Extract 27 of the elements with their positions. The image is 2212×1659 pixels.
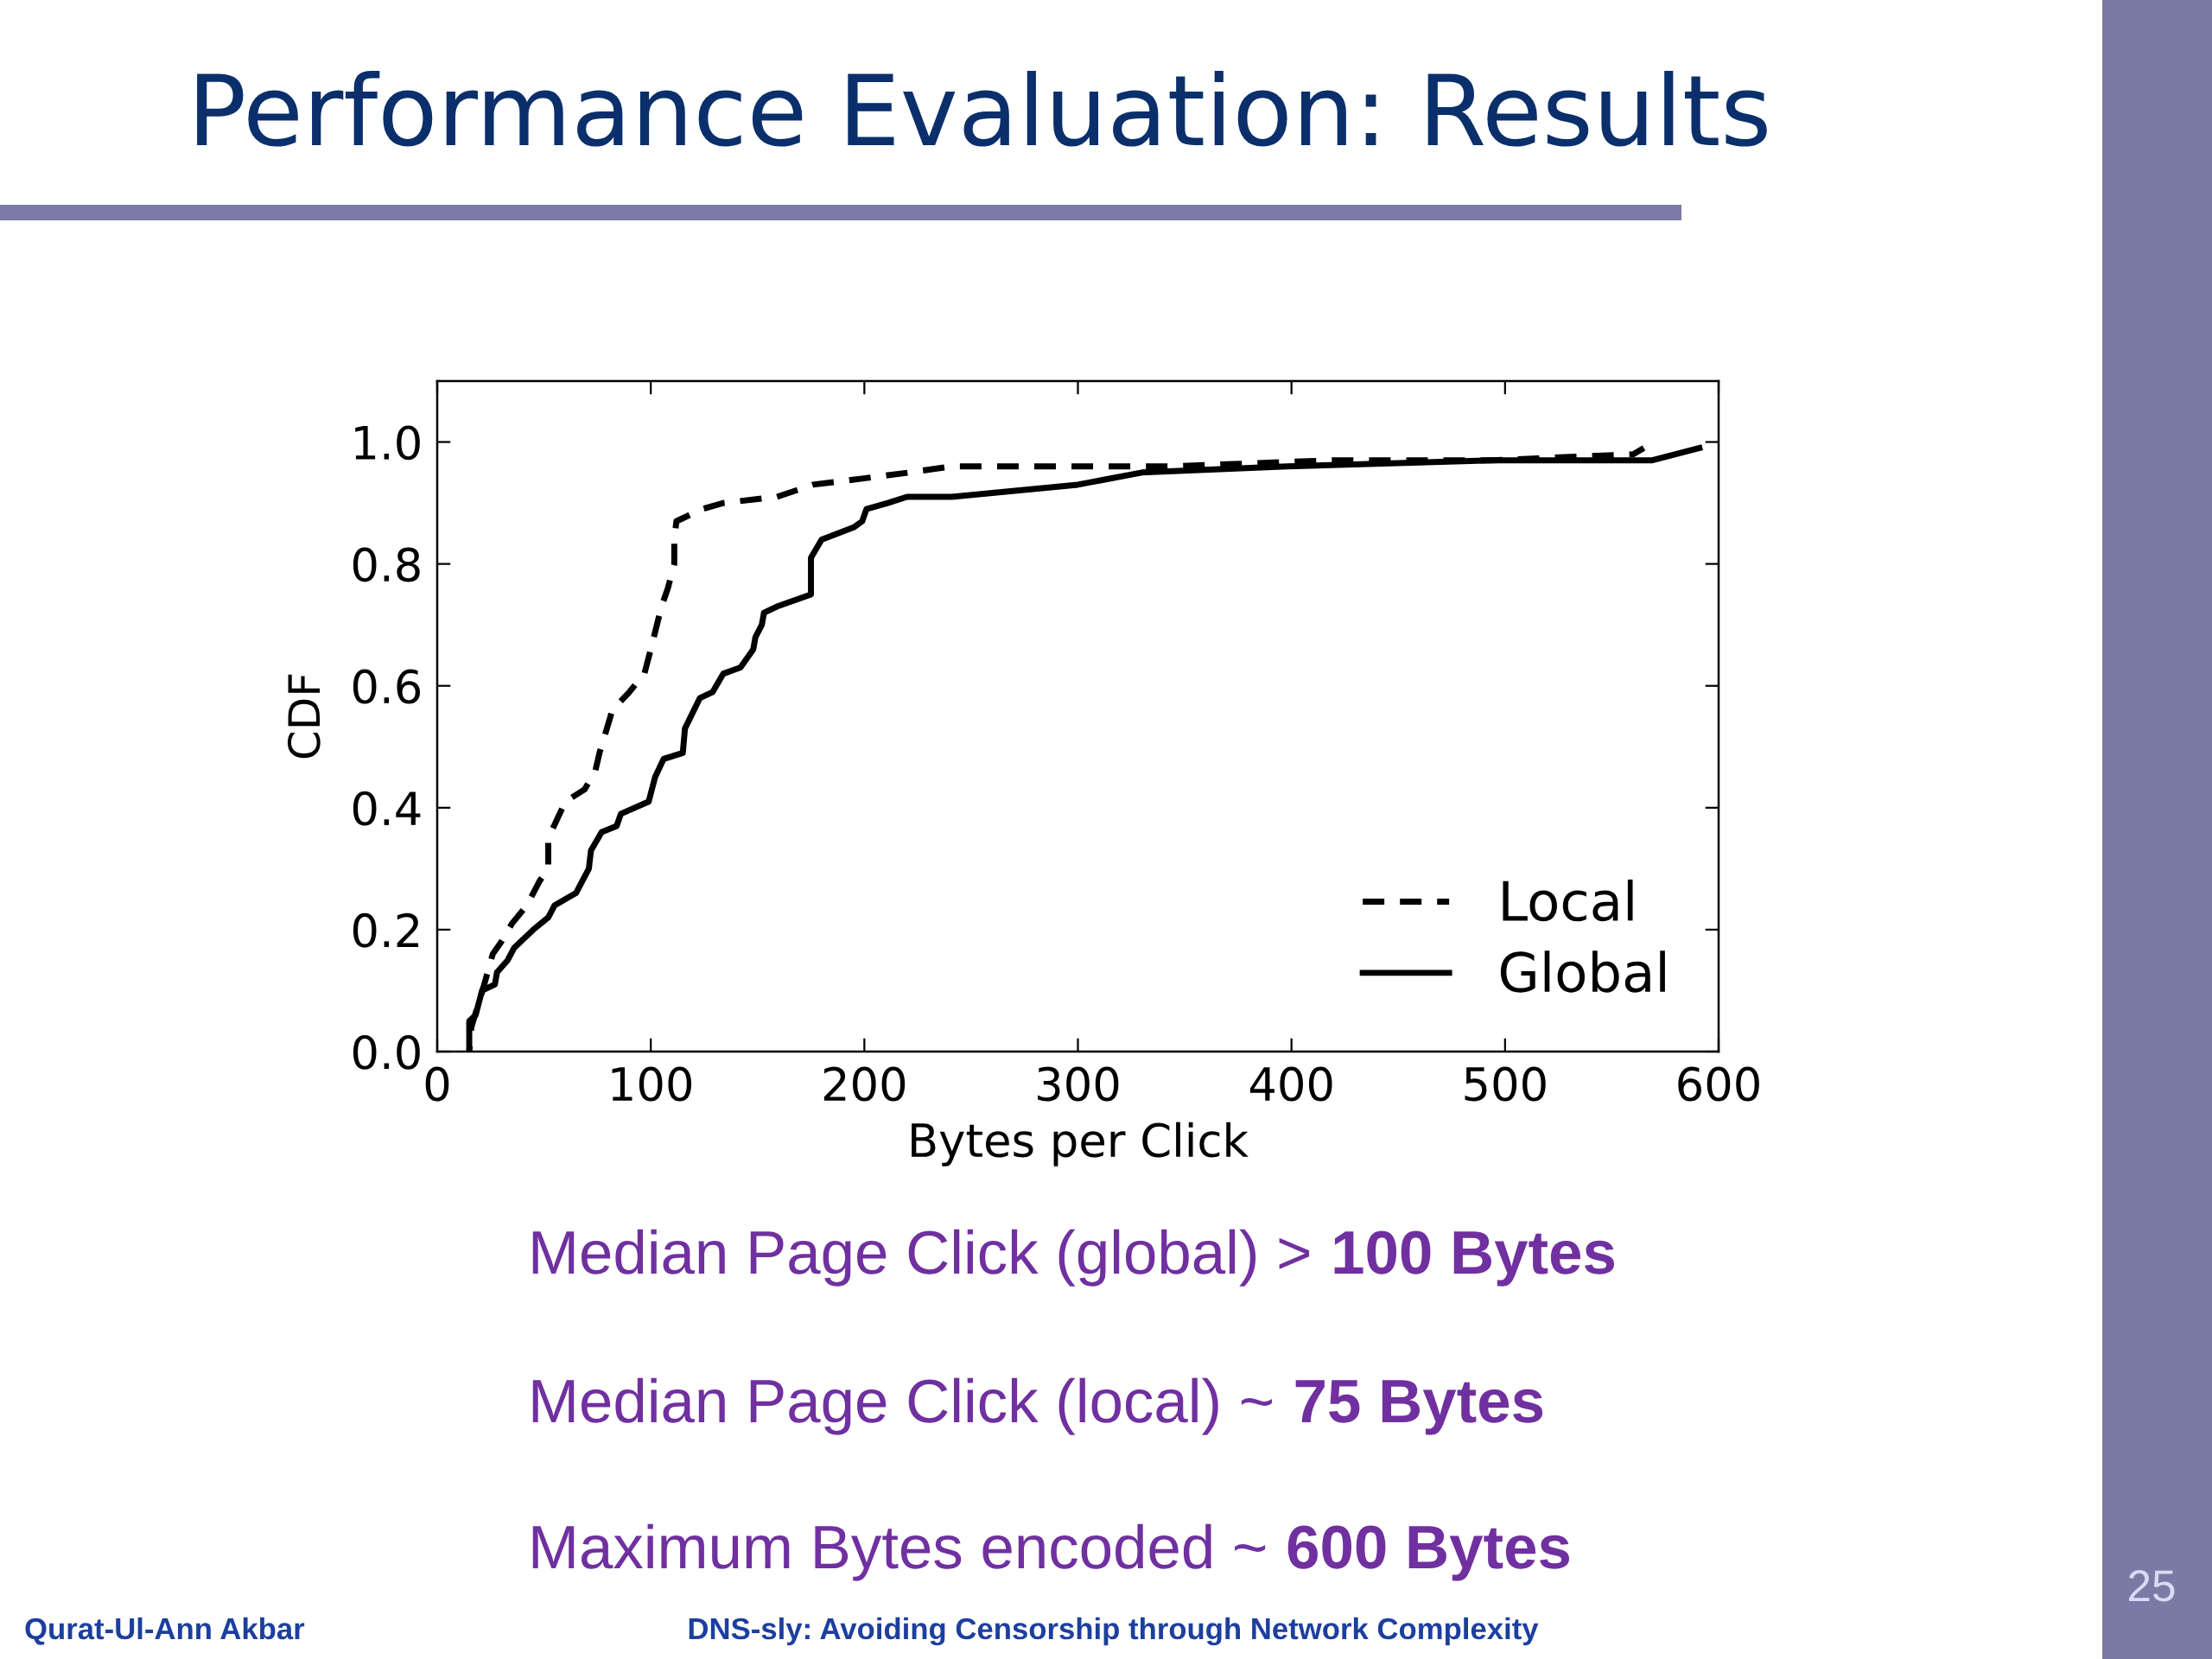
x-tick-label: 100 bbox=[612, 1066, 692, 1102]
text: Maximum Bytes encoded ~ bbox=[532, 1523, 1266, 1581]
legend-label: Local bbox=[1503, 879, 1633, 922]
text: Median Page Click (local) ~ bbox=[532, 1377, 1272, 1435]
chart-title: Performance Evaluation: Results bbox=[197, 70, 1767, 147]
x-tick-label: 300 bbox=[1038, 1066, 1119, 1102]
x-tick-label: 500 bbox=[1465, 1066, 1546, 1102]
text: 25 bbox=[2129, 1570, 2175, 1602]
y-tick-label: 0.2 bbox=[353, 912, 419, 948]
legend-label: Global bbox=[1500, 950, 1665, 993]
x-tick-label: 400 bbox=[1249, 1066, 1332, 1102]
y-axis-title: CDF bbox=[287, 674, 321, 759]
x-axis-title: Bytes per Click bbox=[912, 1122, 1249, 1166]
y-tick-label: 0.8 bbox=[353, 547, 420, 582]
text: 600 Bytes bbox=[1287, 1525, 1570, 1581]
text: 100 Bytes bbox=[1334, 1230, 1615, 1287]
x-tick-label: 0 bbox=[425, 1066, 449, 1102]
text: 75 Bytes bbox=[1295, 1380, 1543, 1435]
y-tick-label: 1.0 bbox=[355, 425, 420, 461]
x-tick-label: 200 bbox=[823, 1066, 906, 1102]
x-tick-label: 600 bbox=[1678, 1066, 1759, 1102]
text: DNS-sly: Avoiding Censorship through Network Complexity bbox=[689, 1617, 1539, 1646]
y-tick-label: 0.4 bbox=[353, 791, 421, 826]
text: Qurat-Ul-Ann Akbar bbox=[25, 1617, 305, 1645]
text: Median Page Click (global) > bbox=[532, 1229, 1310, 1287]
y-tick-label: 0.0 bbox=[353, 1034, 420, 1070]
y-tick-label: 0.6 bbox=[353, 669, 421, 704]
